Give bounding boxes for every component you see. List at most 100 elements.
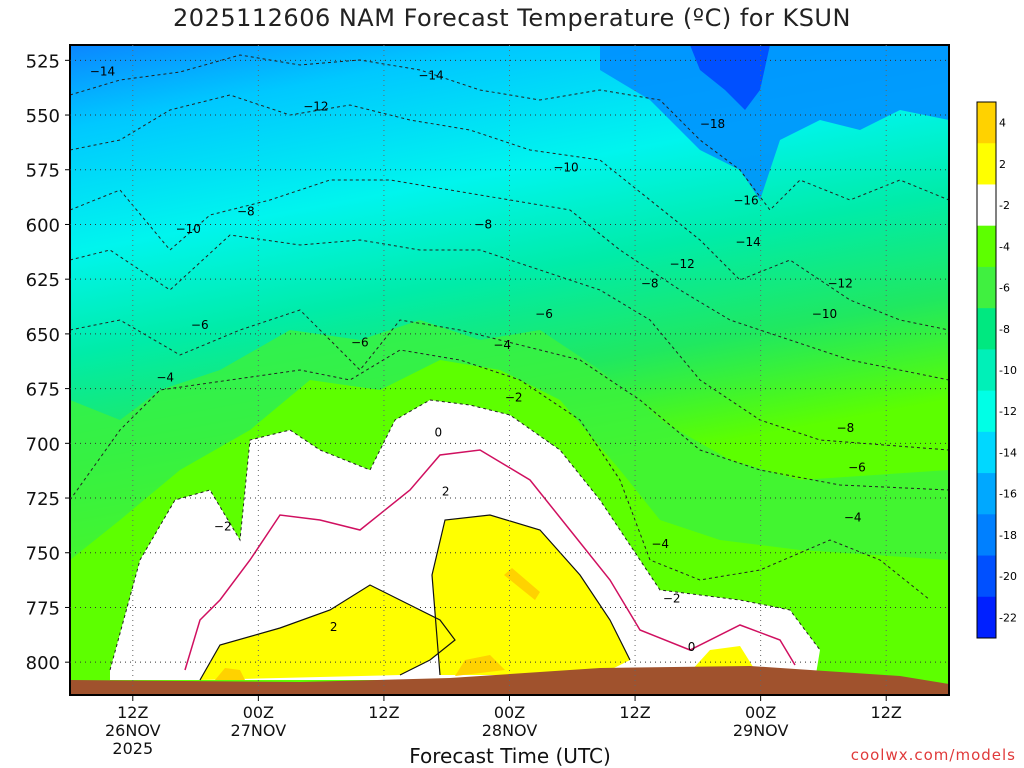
isotherm-minus-6 [70,309,949,491]
y-tick-label: 550 [26,106,60,127]
y-tick-label: 650 [26,325,60,346]
y-tick-label: 525 [26,51,60,72]
contour-label: −4 [156,371,174,385]
contour-label: −16 [733,193,758,207]
contour-label: −12 [669,257,694,271]
contour-label: −2 [214,519,232,533]
contour-label: 0 [688,640,696,654]
contour-label: −6 [535,307,553,321]
y-tick-label: 575 [26,161,60,182]
contour-label: −4 [844,511,862,525]
colorbar-swatch [977,184,996,227]
gridlines [70,45,949,695]
x-tick-label: 28NOV [482,721,538,740]
colorbar-label: -8 [999,323,1010,336]
band-yellow-3 [690,646,755,672]
x-tick-label: 27NOV [231,721,287,740]
contour-label: −8 [474,217,492,231]
y-tick-label: 700 [26,434,60,455]
contour-label: −10 [553,161,578,175]
y-tick-label: 750 [26,544,60,565]
contour-label: −14 [90,64,115,78]
contour-label: −18 [700,117,725,131]
y-tick-label: 725 [26,489,60,510]
colorbar-label: -16 [999,488,1017,501]
x-tick-label: 12Z [619,703,650,722]
contour-label: −14 [735,235,760,249]
colorbar-swatch [977,308,996,350]
x-tick-label: 12Z [871,703,902,722]
colorbar-swatch [977,266,996,309]
contour-labels: −14 −14 −12 −18 −10 −8 −10 −8 −16 −14 −12 −8 −12 −6 −6… [90,64,866,654]
isotherm-plus-2-b [431,514,631,676]
x-tick-label: 26NOV [105,721,161,740]
isotherm-minus-4 [70,349,931,601]
band-yellow [200,585,455,680]
coldest-region [690,45,770,110]
x-tick-label: 2025 [112,739,153,758]
band-gold [455,655,505,676]
y-tick-label: 625 [26,270,60,291]
isotherm-plus-2 [199,584,456,681]
y-tick-label: 600 [26,215,60,236]
contour-label: −6 [848,460,866,474]
colorbar-label: -14 [999,446,1017,459]
contour-label: −8 [837,421,855,435]
colorbar-label: 2 [999,158,1006,171]
chart-title: 2025112606 NAM Forecast Temperature (ºC)… [173,4,851,32]
contour-label: −4 [651,537,669,551]
y-tick-label: 800 [26,653,60,674]
x-axis-label: Forecast Time (UTC) [409,744,611,768]
band-gold-3 [504,568,540,600]
contour-label: −2 [505,390,523,404]
x-tick-label: 00Z [243,703,274,722]
colorbar-swatch [977,390,996,433]
colorbar-label: -10 [999,364,1017,377]
x-tick-label: 00Z [745,703,776,722]
x-tick-label: 29NOV [733,721,789,740]
contour-label: −10 [812,307,837,321]
contour-label: −8 [641,277,659,291]
colorbar-swatch [977,349,996,392]
credit-text: coolwx.com/models [850,746,1016,764]
isotherm-minus-12 [70,94,949,331]
y-axis: 525 550 575 600 625 650 675 700 725 750 775 800 [26,51,70,674]
contour-label: 2 [442,484,450,498]
x-tick-label: 12Z [368,703,399,722]
isotherm-zero [184,449,796,671]
colorbar-frame [976,101,997,639]
contour-label: −2 [663,592,681,606]
x-tick-label: 00Z [494,703,525,722]
y-tick-label: 675 [26,380,60,401]
colorbar-label: -4 [999,240,1010,253]
isotherm-minus-14 [70,54,949,211]
contour-label: −10 [176,222,201,236]
isotherm-minus-8 [70,234,949,451]
cold-region [600,45,949,200]
colorbar-label: -22 [999,611,1017,624]
contour-label: −8 [237,204,255,218]
colorbar-label: 4 [999,117,1006,130]
colorbar-swatch [977,514,996,557]
colorbar-swatch [977,431,996,474]
colorbar-label: -12 [999,405,1017,418]
contour-label: −6 [191,318,209,332]
colorbar-swatch [977,143,996,185]
band-gold-2 [215,668,245,680]
contour-label: 0 [435,425,443,439]
contour-label: 2 [330,620,338,634]
colorbar-swatch [977,102,996,144]
isotherm-minus-10 [70,179,949,381]
contour-label: −12 [303,99,328,113]
y-tick-label: 775 [26,598,60,619]
colorbar: 4 2 -2 -4 -6 -8 -10 -12 -14 -16 -18 -20 -22 [976,101,1017,639]
contour-label: −14 [418,69,443,83]
colorbar-swatch [977,596,996,639]
colorbar-swatch [977,225,996,268]
colorbar-swatch [977,473,996,515]
contour-label: −12 [828,277,853,291]
colorbar-label: -20 [999,570,1017,583]
colorbar-label: -6 [999,282,1010,295]
